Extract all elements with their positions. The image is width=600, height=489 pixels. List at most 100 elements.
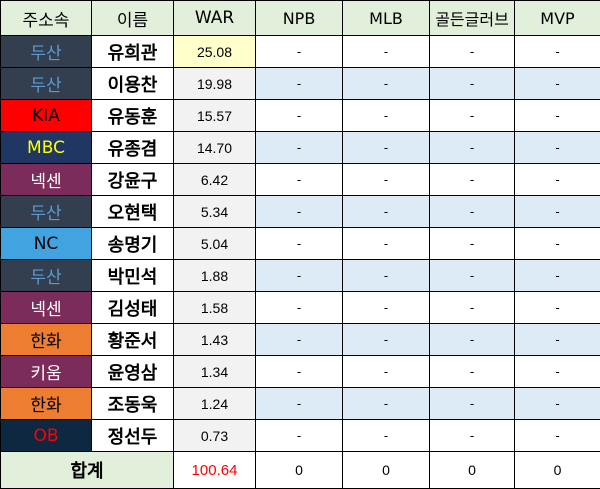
header-war: WAR xyxy=(174,1,256,36)
gold-glove-cell: - xyxy=(430,420,515,452)
team-cell: NC xyxy=(1,228,92,260)
gold-glove-cell: - xyxy=(430,228,515,260)
npb-cell: - xyxy=(256,100,343,132)
name-cell: 윤영삼 xyxy=(92,356,174,388)
gold-glove-cell: - xyxy=(430,324,515,356)
table-row: 두산 유희관 25.08 - - - - xyxy=(1,36,600,68)
mlb-cell: - xyxy=(343,356,430,388)
header-row: 주소속 이름 WAR NPB MLB 골든글러브 MVP xyxy=(1,1,600,36)
name-cell: 조동욱 xyxy=(92,388,174,420)
team-cell: 두산 xyxy=(1,260,92,292)
team-cell: 넥센 xyxy=(1,292,92,324)
table-row: NC 송명기 5.04 - - - - xyxy=(1,228,600,260)
team-cell: 한화 xyxy=(1,388,92,420)
gold-glove-cell: - xyxy=(430,68,515,100)
npb-cell: - xyxy=(256,324,343,356)
mvp-cell: - xyxy=(515,356,600,388)
war-cell: 6.42 xyxy=(174,164,256,196)
mvp-cell: - xyxy=(515,100,600,132)
gold-glove-cell: - xyxy=(430,132,515,164)
mvp-cell: - xyxy=(515,292,600,324)
mvp-cell: - xyxy=(515,164,600,196)
npb-cell: - xyxy=(256,420,343,452)
team-cell: 넥센 xyxy=(1,164,92,196)
team-cell: 한화 xyxy=(1,324,92,356)
header-mvp: MVP xyxy=(515,1,600,36)
total-mvp: 0 xyxy=(515,452,600,489)
gold-glove-cell: - xyxy=(430,260,515,292)
mvp-cell: - xyxy=(515,196,600,228)
npb-cell: - xyxy=(256,68,343,100)
mvp-cell: - xyxy=(515,388,600,420)
war-cell: 14.70 xyxy=(174,132,256,164)
mlb-cell: - xyxy=(343,324,430,356)
mlb-cell: - xyxy=(343,36,430,68)
table-row: 한화 황준서 1.43 - - - - xyxy=(1,324,600,356)
team-cell: 두산 xyxy=(1,196,92,228)
gold-glove-cell: - xyxy=(430,356,515,388)
gold-glove-cell: - xyxy=(430,292,515,324)
war-cell: 5.04 xyxy=(174,228,256,260)
npb-cell: - xyxy=(256,132,343,164)
war-cell: 0.73 xyxy=(174,420,256,452)
mvp-cell: - xyxy=(515,36,600,68)
total-row: 합계 100.64 0 0 0 0 xyxy=(1,452,600,489)
npb-cell: - xyxy=(256,260,343,292)
mvp-cell: - xyxy=(515,260,600,292)
gold-glove-cell: - xyxy=(430,164,515,196)
team-cell: MBC xyxy=(1,132,92,164)
npb-cell: - xyxy=(256,196,343,228)
name-cell: 박민석 xyxy=(92,260,174,292)
name-cell: 이용찬 xyxy=(92,68,174,100)
war-cell: 5.34 xyxy=(174,196,256,228)
mlb-cell: - xyxy=(343,228,430,260)
team-cell: OB xyxy=(1,420,92,452)
npb-cell: - xyxy=(256,164,343,196)
name-cell: 유종겸 xyxy=(92,132,174,164)
war-cell: 1.43 xyxy=(174,324,256,356)
gold-glove-cell: - xyxy=(430,36,515,68)
total-war: 100.64 xyxy=(174,452,256,489)
name-cell: 유희관 xyxy=(92,36,174,68)
gold-glove-cell: - xyxy=(430,100,515,132)
team-cell: KIA xyxy=(1,100,92,132)
war-cell: 1.58 xyxy=(174,292,256,324)
mvp-cell: - xyxy=(515,324,600,356)
npb-cell: - xyxy=(256,356,343,388)
mlb-cell: - xyxy=(343,260,430,292)
team-cell: 두산 xyxy=(1,36,92,68)
total-label: 합계 xyxy=(1,452,174,489)
mlb-cell: - xyxy=(343,388,430,420)
name-cell: 송명기 xyxy=(92,228,174,260)
war-cell: 1.24 xyxy=(174,388,256,420)
total-npb: 0 xyxy=(256,452,343,489)
war-cell: 19.98 xyxy=(174,68,256,100)
name-cell: 강윤구 xyxy=(92,164,174,196)
war-cell: 25.08 xyxy=(174,36,256,68)
name-cell: 오현택 xyxy=(92,196,174,228)
war-cell: 15.57 xyxy=(174,100,256,132)
mvp-cell: - xyxy=(515,68,600,100)
npb-cell: - xyxy=(256,292,343,324)
name-cell: 정선두 xyxy=(92,420,174,452)
mlb-cell: - xyxy=(343,100,430,132)
team-cell: 두산 xyxy=(1,68,92,100)
war-cell: 1.88 xyxy=(174,260,256,292)
mvp-cell: - xyxy=(515,228,600,260)
gold-glove-cell: - xyxy=(430,196,515,228)
name-cell: 김성태 xyxy=(92,292,174,324)
npb-cell: - xyxy=(256,36,343,68)
table-row: 한화 조동욱 1.24 - - - - xyxy=(1,388,600,420)
header-name: 이름 xyxy=(92,1,174,36)
mvp-cell: - xyxy=(515,132,600,164)
header-gold-glove: 골든글러브 xyxy=(430,1,515,36)
mlb-cell: - xyxy=(343,68,430,100)
header-npb: NPB xyxy=(256,1,343,36)
header-team: 주소속 xyxy=(1,1,92,36)
header-mlb: MLB xyxy=(343,1,430,36)
table-row: 두산 오현택 5.34 - - - - xyxy=(1,196,600,228)
mlb-cell: - xyxy=(343,292,430,324)
total-gold-glove: 0 xyxy=(430,452,515,489)
table-row: OB 정선두 0.73 - - - - xyxy=(1,420,600,452)
